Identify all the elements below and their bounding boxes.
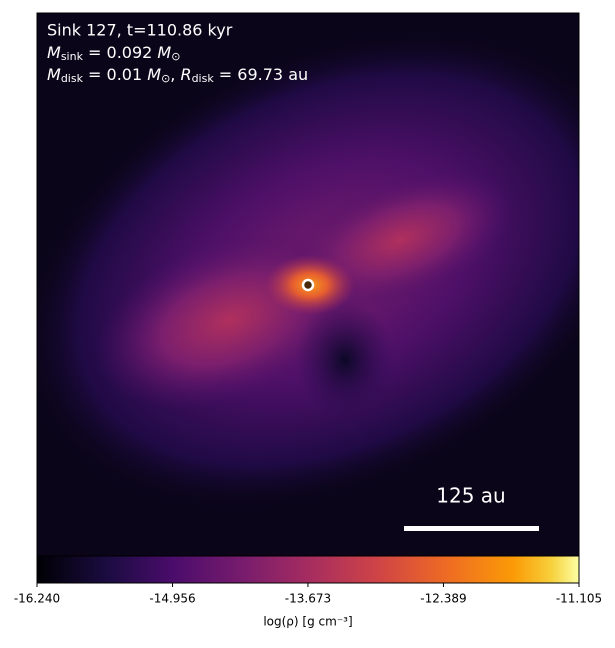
colorbar [36,555,580,584]
sink-marker [301,278,315,292]
colorbar-label: log(ρ) [g cm⁻³] [263,615,352,629]
mass-label: Msink = 0.092 M⊙ [47,43,180,64]
colorbar-tick-label: -11.105 [556,592,602,606]
colorbar-tick-label: -12.389 [420,592,466,606]
colorbar-tick-label: -14.956 [149,592,195,606]
sink-label: Sink 127, t=110.86 kyr [47,21,233,40]
scale-bar-label: 125 au [436,484,505,508]
colorbar-tick-label: -13.673 [285,592,331,606]
disk-label: Mdisk = 0.01 M⊙, Rdisk = 69.73 au [47,65,308,86]
scale-bar [404,526,539,531]
colorbar-tick-label: -16.240 [14,592,60,606]
density-image [37,13,579,556]
